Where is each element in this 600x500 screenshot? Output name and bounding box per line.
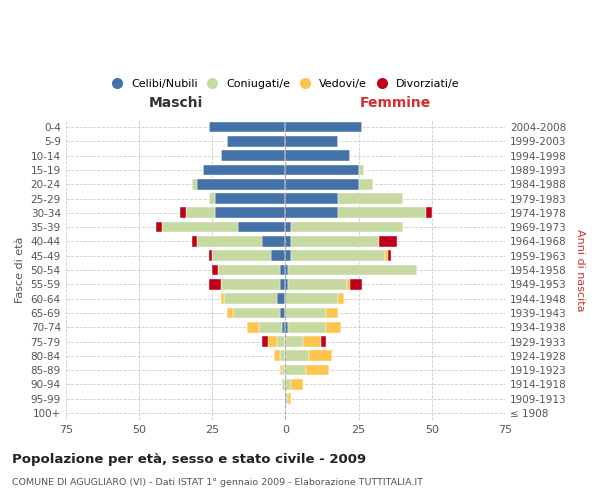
Bar	[262, 336, 268, 347]
Bar	[359, 179, 373, 190]
Bar	[359, 164, 364, 175]
Bar	[191, 236, 197, 247]
Bar	[286, 250, 291, 261]
Bar	[209, 122, 286, 132]
Bar	[338, 193, 403, 204]
Bar	[218, 264, 280, 276]
Legend: Celibi/Nubili, Coniugati/e, Vedovi/e, Divorziati/e: Celibi/Nubili, Coniugati/e, Vedovi/e, Di…	[107, 74, 464, 94]
Bar	[280, 308, 286, 318]
Bar	[286, 293, 338, 304]
Bar	[227, 136, 286, 146]
Bar	[274, 350, 280, 361]
Bar	[291, 250, 385, 261]
Bar	[338, 208, 426, 218]
Bar	[286, 150, 350, 161]
Bar	[286, 122, 362, 132]
Y-axis label: Anni di nascita: Anni di nascita	[575, 229, 585, 312]
Bar	[283, 322, 286, 332]
Bar	[212, 250, 271, 261]
Text: Femmine: Femmine	[359, 96, 431, 110]
Y-axis label: Fasce di età: Fasce di età	[15, 237, 25, 303]
Bar	[286, 193, 338, 204]
Bar	[203, 164, 286, 175]
Bar	[259, 322, 283, 332]
Bar	[283, 379, 286, 390]
Bar	[209, 250, 212, 261]
Bar	[271, 250, 286, 261]
Bar	[309, 350, 332, 361]
Bar	[288, 394, 291, 404]
Bar	[280, 350, 286, 361]
Bar	[283, 364, 286, 376]
Bar	[209, 279, 221, 289]
Bar	[286, 379, 291, 390]
Bar	[288, 264, 417, 276]
Bar	[163, 222, 238, 232]
Bar	[288, 322, 326, 332]
Text: Popolazione per età, sesso e stato civile - 2009: Popolazione per età, sesso e stato civil…	[12, 452, 366, 466]
Bar	[280, 364, 283, 376]
Bar	[347, 279, 350, 289]
Bar	[221, 279, 280, 289]
Bar	[221, 150, 286, 161]
Bar	[227, 308, 233, 318]
Bar	[277, 336, 286, 347]
Bar	[180, 208, 186, 218]
Bar	[388, 250, 391, 261]
Bar	[280, 264, 286, 276]
Text: COMUNE DI AGUGLIARO (VI) - Dati ISTAT 1° gennaio 2009 - Elaborazione TUTTITALIA.: COMUNE DI AGUGLIARO (VI) - Dati ISTAT 1°…	[12, 478, 423, 487]
Bar	[286, 179, 359, 190]
Bar	[326, 308, 338, 318]
Bar	[215, 208, 286, 218]
Bar	[286, 264, 288, 276]
Bar	[385, 250, 388, 261]
Bar	[286, 394, 288, 404]
Bar	[224, 293, 277, 304]
Bar	[291, 236, 379, 247]
Bar	[288, 279, 347, 289]
Bar	[291, 379, 303, 390]
Bar	[277, 293, 286, 304]
Bar	[215, 193, 286, 204]
Bar	[186, 208, 215, 218]
Bar	[197, 236, 262, 247]
Bar	[262, 236, 286, 247]
Bar	[238, 222, 286, 232]
Bar	[286, 164, 359, 175]
Bar	[306, 364, 329, 376]
Bar	[286, 222, 291, 232]
Bar	[286, 364, 306, 376]
Bar	[286, 236, 291, 247]
Bar	[209, 193, 215, 204]
Bar	[286, 336, 303, 347]
Bar	[197, 179, 286, 190]
Bar	[286, 350, 309, 361]
Bar	[426, 208, 432, 218]
Bar	[326, 322, 341, 332]
Bar	[286, 308, 326, 318]
Bar	[247, 322, 259, 332]
Bar	[212, 264, 218, 276]
Bar	[286, 208, 338, 218]
Bar	[379, 236, 397, 247]
Bar	[286, 322, 288, 332]
Bar	[268, 336, 277, 347]
Bar	[350, 279, 362, 289]
Bar	[233, 308, 280, 318]
Bar	[280, 279, 286, 289]
Bar	[320, 336, 326, 347]
Text: Maschi: Maschi	[148, 96, 203, 110]
Bar	[191, 179, 197, 190]
Bar	[303, 336, 320, 347]
Bar	[338, 293, 344, 304]
Bar	[221, 293, 224, 304]
Bar	[291, 222, 403, 232]
Bar	[157, 222, 163, 232]
Bar	[286, 136, 338, 146]
Bar	[286, 279, 288, 289]
